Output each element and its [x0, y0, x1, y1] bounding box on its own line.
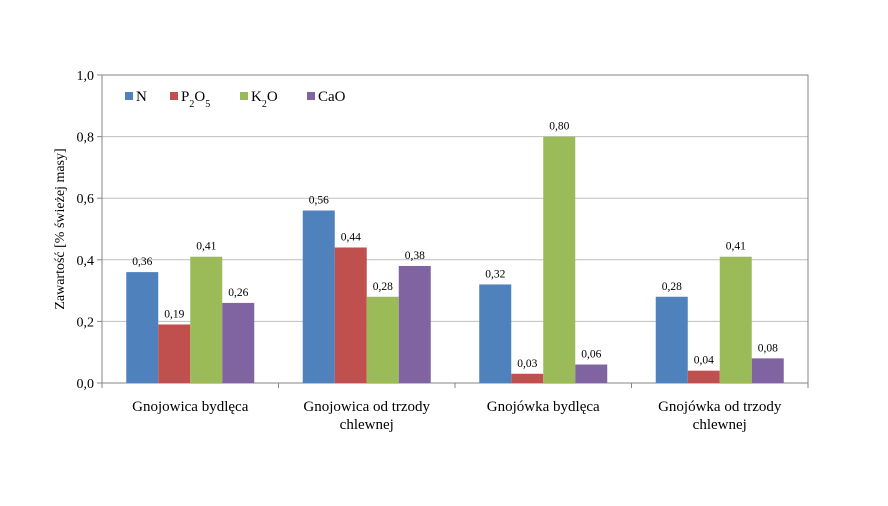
- data-label: 0,36: [132, 256, 152, 268]
- x-tick-label: Gnojówka bydlęca: [487, 399, 600, 415]
- data-label: 0,28: [662, 281, 682, 293]
- bar: [222, 302, 255, 383]
- data-label: 0,08: [758, 342, 778, 354]
- bar: [575, 364, 608, 383]
- data-label: 0,26: [228, 287, 248, 299]
- bar: [543, 136, 576, 383]
- legend-swatch: [125, 92, 133, 100]
- data-label: 0,80: [549, 121, 569, 133]
- data-label: 0,41: [726, 241, 746, 253]
- y-axis-title: Zawartość [% świeżej masy]: [53, 148, 68, 309]
- bar: [334, 247, 367, 383]
- data-label: 0,44: [341, 231, 361, 243]
- legend-entry: K2O: [251, 89, 278, 110]
- legend-entry: CaO: [318, 89, 346, 105]
- legend-swatch: [240, 92, 248, 100]
- y-tick-label: 0,4: [77, 254, 95, 269]
- x-tick-label: Gnojowica od trzody: [303, 399, 430, 415]
- bar: [511, 373, 544, 383]
- bar: [366, 296, 399, 383]
- data-label: 0,32: [485, 268, 505, 280]
- bar: [302, 210, 335, 383]
- legend-swatch: [170, 92, 178, 100]
- bar: [158, 324, 191, 383]
- y-tick-label: 0,6: [77, 192, 95, 207]
- data-label: 0,41: [196, 241, 216, 253]
- bar: [126, 272, 159, 383]
- bar: [719, 256, 752, 383]
- x-tick-label: Gnojowica bydlęca: [132, 399, 249, 415]
- data-label: 0,06: [581, 349, 601, 361]
- legend-entry: P2O5: [181, 89, 210, 110]
- bar: [655, 296, 688, 383]
- legend-entry: N: [136, 89, 147, 105]
- data-label: 0,38: [405, 250, 425, 262]
- bar: [398, 265, 431, 383]
- data-label: 0,19: [164, 308, 184, 320]
- bar: [190, 256, 223, 383]
- data-label: 0,28: [373, 281, 393, 293]
- x-tick-label: chlewnej: [340, 417, 394, 433]
- y-tick-label: 0,0: [77, 377, 95, 392]
- data-label: 0,03: [517, 358, 537, 370]
- x-tick-label: chlewnej: [693, 417, 747, 433]
- legend-swatch: [307, 92, 315, 100]
- data-label: 0,04: [694, 355, 714, 367]
- y-tick-label: 0,8: [77, 131, 95, 146]
- bar: [751, 358, 784, 383]
- bar: [687, 370, 720, 383]
- x-tick-label: Gnojówka od trzody: [658, 399, 782, 415]
- bar: [479, 284, 512, 383]
- y-tick-label: 1,0: [77, 69, 95, 84]
- data-label: 0,56: [309, 195, 329, 207]
- y-tick-label: 0,2: [77, 315, 95, 330]
